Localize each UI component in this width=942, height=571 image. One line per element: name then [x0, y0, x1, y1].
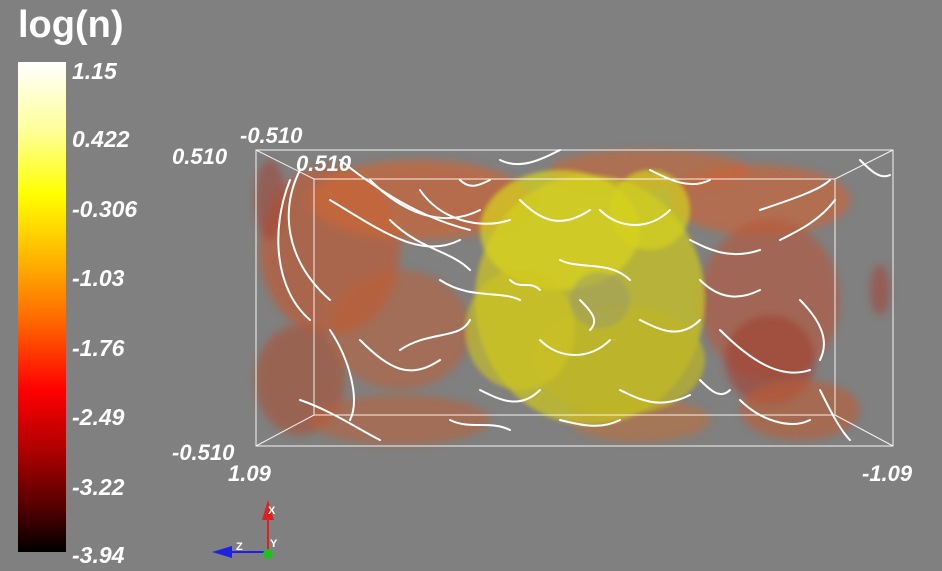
axis-label-bottom-left-x: 1.09: [228, 461, 271, 486]
colorbar-gradient: [18, 62, 66, 552]
streamlines: [277, 149, 891, 441]
axis-label-top-inner: 0.510: [296, 151, 352, 176]
axis-label-top-left: 0.510: [172, 144, 228, 169]
y-axis-label: Y: [270, 538, 278, 550]
axis-label-top-back: -0.510: [240, 123, 303, 148]
colorbar-tick-label: -3.22: [72, 474, 125, 500]
axis-label-bottom-right-x: -1.09: [862, 461, 913, 486]
colorbar-tick-label: -3.94: [72, 542, 125, 568]
colorbar-tick-label: -2.49: [72, 404, 125, 430]
z-axis-arrow-icon: [212, 546, 232, 558]
colorbar-tick-label: 1.15: [72, 58, 117, 84]
axis-label-bottom-left-y: -0.510: [172, 440, 235, 465]
x-axis-arrow-icon: [262, 500, 274, 520]
orientation-axes: [212, 500, 274, 559]
colorbar-tick-label: -1.76: [72, 335, 125, 361]
colorbar-title: log(n): [18, 4, 124, 46]
colorbar-tick-label: 0.422: [72, 126, 130, 152]
isosurface-core: [465, 170, 705, 425]
colorbar-tick-label: -0.306: [72, 196, 138, 222]
z-axis-label: Z: [236, 541, 243, 553]
x-axis-label: X: [268, 505, 276, 517]
colorbar-tick-label: -1.03: [72, 265, 125, 291]
y-axis-arrow-icon: [263, 549, 273, 559]
